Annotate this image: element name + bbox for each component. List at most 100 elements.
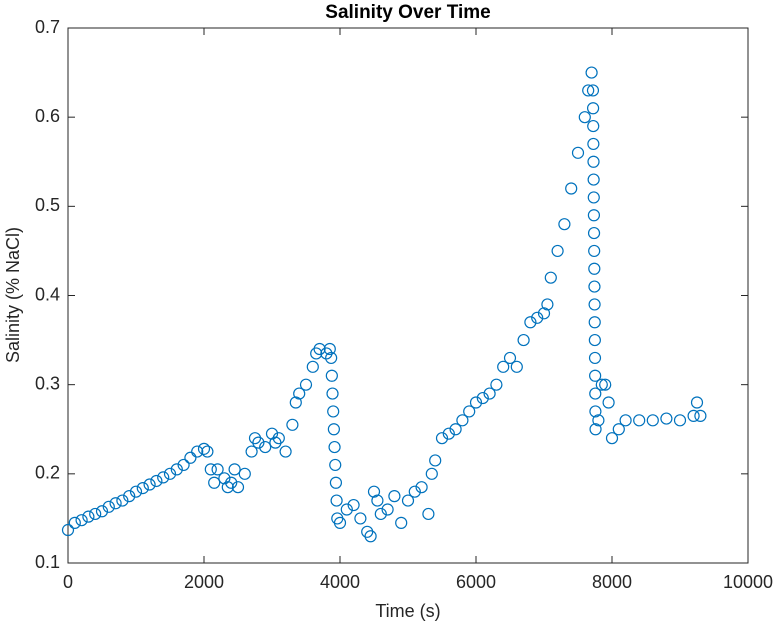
data-point bbox=[299, 378, 313, 391]
data-point bbox=[588, 262, 601, 275]
data-point bbox=[330, 494, 343, 507]
data-point bbox=[279, 445, 292, 458]
data-point bbox=[586, 102, 600, 115]
y-tick-label: 0.3 bbox=[35, 373, 60, 393]
data-point bbox=[150, 474, 163, 488]
data-point bbox=[89, 507, 102, 521]
data-point bbox=[587, 155, 600, 168]
data-point bbox=[633, 414, 646, 427]
data-point bbox=[587, 191, 600, 204]
data-point bbox=[565, 182, 578, 195]
y-tick-label: 0.4 bbox=[35, 284, 60, 304]
data-point bbox=[587, 137, 600, 151]
data-point bbox=[329, 476, 343, 489]
data-point bbox=[476, 391, 489, 405]
data-point bbox=[687, 409, 700, 422]
data-point bbox=[588, 351, 602, 365]
data-point bbox=[265, 427, 279, 440]
data-point bbox=[602, 396, 615, 409]
data-point bbox=[367, 485, 381, 498]
data-point bbox=[483, 387, 496, 400]
data-point bbox=[82, 510, 95, 523]
data-point bbox=[325, 351, 338, 365]
data-point bbox=[589, 405, 602, 418]
data-point bbox=[612, 423, 625, 436]
x-tick-label: 10000 bbox=[723, 572, 773, 592]
data-point bbox=[184, 451, 197, 464]
data-point bbox=[587, 226, 601, 240]
plot-area bbox=[67, 27, 749, 564]
data-point bbox=[408, 485, 421, 498]
data-point bbox=[75, 514, 88, 527]
data-point bbox=[143, 478, 156, 491]
data-point bbox=[364, 530, 377, 543]
data-point bbox=[327, 423, 340, 436]
data-point bbox=[456, 414, 469, 427]
data-point bbox=[588, 316, 601, 329]
data-point bbox=[503, 351, 517, 365]
data-point bbox=[218, 472, 231, 485]
data-point bbox=[571, 146, 585, 159]
data-point bbox=[588, 244, 601, 258]
data-point bbox=[157, 471, 170, 484]
data-point bbox=[102, 500, 115, 513]
data-point bbox=[544, 271, 557, 284]
data-point bbox=[388, 490, 401, 503]
data-point bbox=[225, 476, 238, 489]
data-point bbox=[328, 440, 341, 454]
data-point bbox=[524, 316, 537, 329]
data-point bbox=[425, 467, 438, 480]
y-axis-label: Salinity (% NaCl) bbox=[3, 227, 23, 363]
data-point bbox=[327, 405, 340, 418]
data-point bbox=[191, 445, 204, 458]
data-point bbox=[259, 440, 272, 454]
data-point bbox=[325, 369, 338, 382]
data-point bbox=[531, 311, 544, 324]
data-point bbox=[588, 280, 601, 293]
y-tick-label: 0.6 bbox=[35, 106, 60, 126]
data-point bbox=[587, 119, 600, 133]
data-point bbox=[381, 503, 394, 516]
x-tick-label: 6000 bbox=[456, 572, 496, 592]
data-point bbox=[61, 523, 75, 537]
data-point bbox=[589, 369, 602, 382]
data-point bbox=[228, 463, 241, 476]
data-point bbox=[660, 412, 673, 425]
data-point bbox=[163, 467, 177, 480]
data-point bbox=[442, 427, 455, 440]
data-point bbox=[469, 396, 483, 409]
data-point bbox=[690, 396, 704, 409]
data-point bbox=[588, 298, 601, 311]
data-point bbox=[463, 405, 476, 418]
data-point bbox=[245, 445, 258, 458]
data-point bbox=[422, 507, 435, 521]
data-point bbox=[415, 481, 428, 494]
data-point bbox=[585, 66, 598, 79]
data-point bbox=[429, 454, 442, 467]
data-point bbox=[313, 342, 326, 356]
data-point bbox=[646, 414, 659, 427]
data-point bbox=[371, 494, 384, 507]
data-point bbox=[231, 481, 245, 494]
data-point bbox=[694, 409, 707, 422]
x-tick-label: 4000 bbox=[320, 572, 360, 592]
data-point bbox=[340, 503, 353, 516]
data-point bbox=[68, 516, 81, 529]
data-point bbox=[333, 516, 347, 529]
data-point bbox=[558, 218, 571, 231]
data-point bbox=[592, 414, 605, 427]
data-point bbox=[605, 432, 619, 445]
data-point bbox=[177, 458, 190, 472]
data-point bbox=[395, 516, 408, 529]
data-point bbox=[551, 244, 564, 258]
data-point bbox=[109, 497, 122, 510]
data-point bbox=[374, 507, 387, 521]
data-point bbox=[329, 458, 342, 472]
data-point bbox=[517, 333, 530, 347]
data-point bbox=[449, 423, 462, 436]
data-point bbox=[252, 436, 265, 449]
data-point bbox=[578, 111, 591, 124]
y-tick-label: 0.2 bbox=[35, 463, 60, 483]
data-point bbox=[582, 84, 595, 97]
